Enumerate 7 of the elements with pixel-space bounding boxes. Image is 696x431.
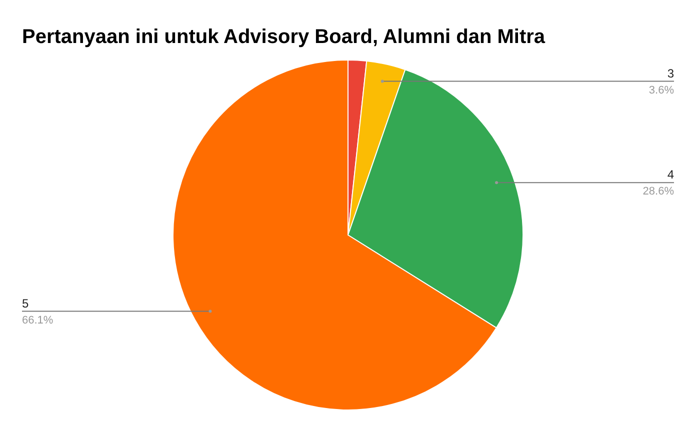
data-label: 28.6% (642, 186, 674, 198)
slice-label: 3 (667, 66, 674, 80)
data-label: 66.1% (22, 314, 54, 326)
data-label: 3.6% (648, 84, 674, 96)
slice-label: 5 (22, 296, 29, 310)
chart-title: Pertanyaan ini untuk Advisory Board, Alumni dan Mitra (22, 26, 546, 48)
slice-label: 4 (667, 168, 674, 182)
